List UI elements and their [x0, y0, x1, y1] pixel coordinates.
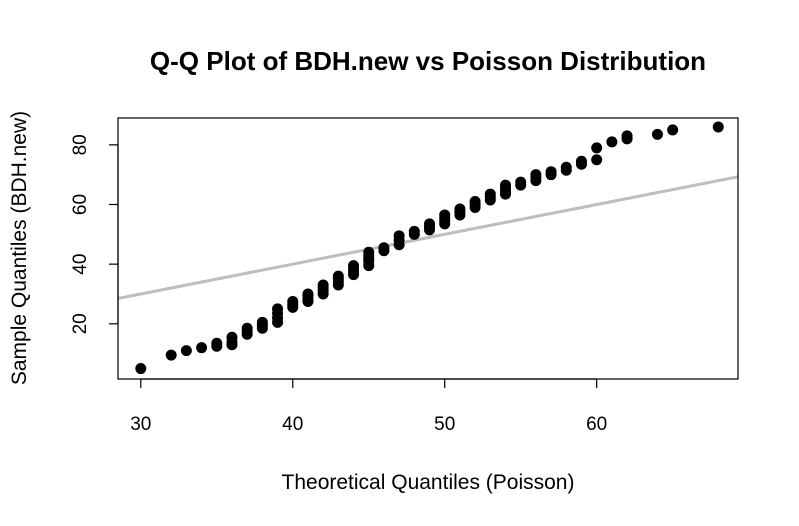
data-point	[591, 142, 603, 154]
y-tick-label: 60	[70, 194, 91, 215]
x-tick-label: 60	[586, 414, 607, 435]
y-tick-label: 20	[70, 313, 91, 334]
data-point	[256, 316, 268, 328]
data-point	[606, 136, 618, 148]
data-point	[560, 161, 572, 173]
data-point	[241, 322, 253, 334]
data-point	[211, 337, 223, 349]
x-tick-label: 40	[282, 414, 303, 435]
y-axis-label: Sample Quantiles (BDH.new)	[8, 111, 31, 385]
data-point	[226, 331, 238, 343]
x-tick-label: 30	[130, 414, 151, 435]
data-point	[393, 230, 405, 242]
y-tick-label: 40	[70, 254, 91, 275]
x-axis: 30 40 50 60	[130, 378, 607, 435]
data-point	[621, 130, 633, 142]
reference-line-layer	[117, 175, 739, 300]
data-point	[454, 203, 466, 215]
data-point	[439, 209, 451, 221]
data-point	[667, 124, 679, 136]
data-point	[484, 188, 496, 200]
data-point	[469, 196, 481, 208]
chart-title: Q-Q Plot of BDH.new vs Poisson Distribut…	[150, 46, 706, 76]
data-point	[317, 279, 329, 291]
data-point	[302, 288, 314, 300]
plot-frame	[117, 117, 739, 380]
x-axis-label: Theoretical Quantiles (Poisson)	[282, 471, 575, 494]
x-tick-label: 50	[434, 414, 455, 435]
data-point	[348, 260, 360, 272]
data-point	[287, 295, 299, 307]
data-point	[408, 225, 420, 237]
data-point	[196, 342, 208, 354]
data-point	[651, 128, 663, 140]
data-point	[272, 303, 284, 315]
data-point	[712, 121, 724, 133]
data-point	[332, 270, 344, 282]
data-point	[515, 176, 527, 188]
data-point	[378, 242, 390, 254]
y-axis: 20 40 60 80	[70, 134, 119, 334]
reference-line	[117, 175, 739, 300]
data-point	[180, 345, 192, 357]
data-point	[363, 246, 375, 258]
data-point	[424, 218, 436, 230]
data-point	[591, 154, 603, 166]
data-point	[165, 349, 177, 361]
data-point	[545, 166, 557, 178]
data-point	[530, 169, 542, 181]
data-point	[575, 155, 587, 167]
points-layer	[135, 121, 724, 375]
y-tick-label: 80	[70, 134, 91, 155]
data-point	[500, 179, 511, 191]
data-point	[135, 363, 147, 375]
